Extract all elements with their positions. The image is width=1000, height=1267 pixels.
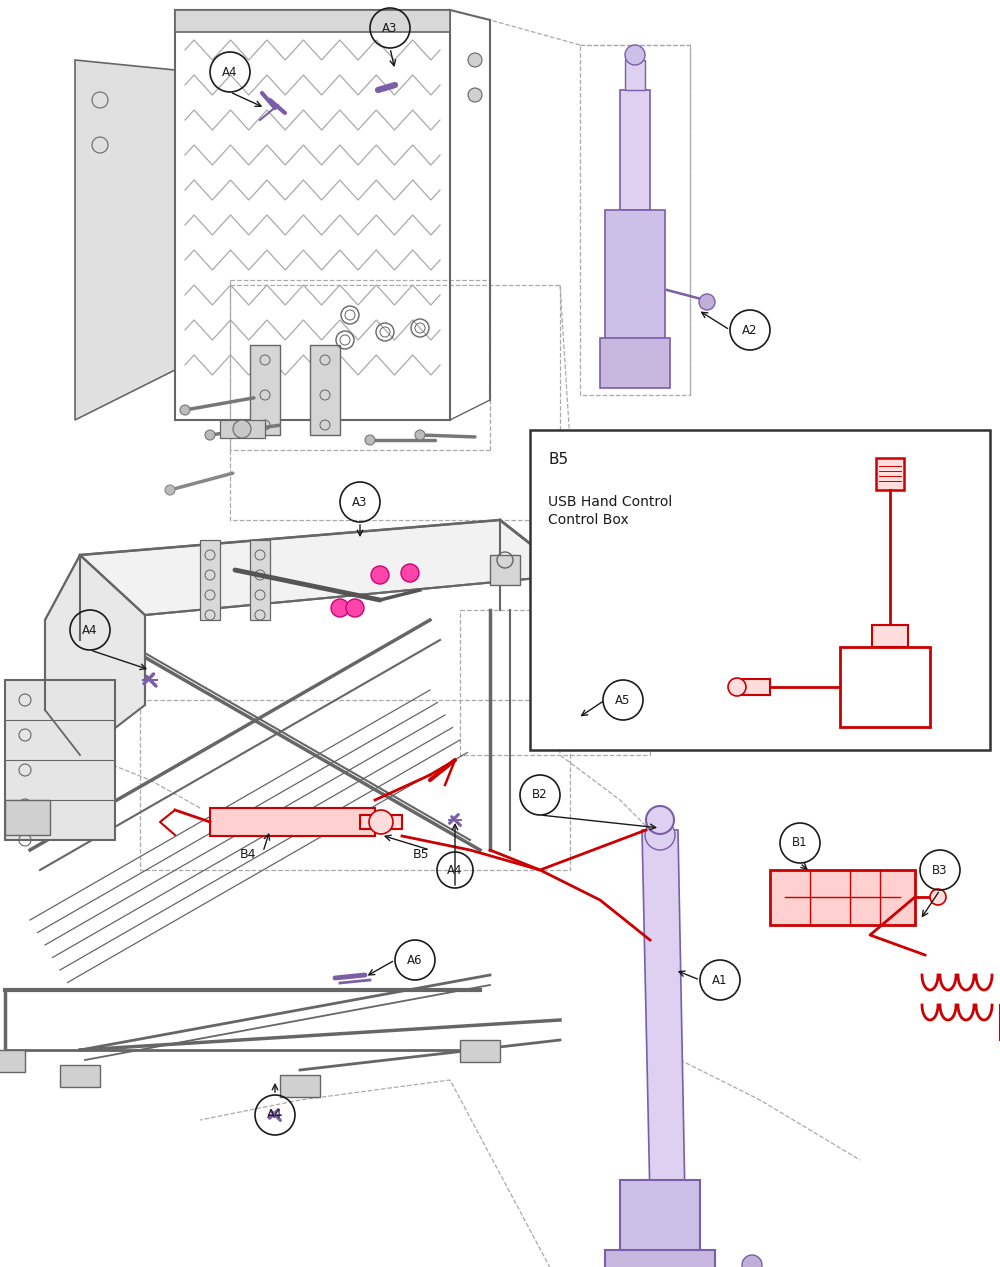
Circle shape xyxy=(415,430,425,440)
FancyBboxPatch shape xyxy=(530,430,990,750)
Bar xyxy=(605,1251,715,1267)
Bar xyxy=(872,625,908,647)
Text: A4: A4 xyxy=(82,623,98,636)
Text: A1: A1 xyxy=(712,973,728,987)
Text: A4: A4 xyxy=(447,864,463,877)
Circle shape xyxy=(930,889,946,905)
Bar xyxy=(600,338,670,388)
Bar xyxy=(280,1074,320,1097)
Circle shape xyxy=(233,419,251,438)
FancyBboxPatch shape xyxy=(310,345,340,435)
Bar xyxy=(605,210,665,340)
Bar xyxy=(460,1040,500,1062)
Text: B5: B5 xyxy=(413,849,430,862)
Polygon shape xyxy=(642,830,685,1200)
Bar xyxy=(770,870,915,925)
Text: B2: B2 xyxy=(532,788,548,802)
Circle shape xyxy=(468,87,482,103)
Text: A6: A6 xyxy=(407,954,423,967)
Bar xyxy=(490,555,520,585)
Circle shape xyxy=(625,46,645,65)
Circle shape xyxy=(165,485,175,495)
Circle shape xyxy=(346,599,364,617)
Bar xyxy=(5,799,50,835)
Bar xyxy=(876,457,904,490)
Bar xyxy=(250,540,270,620)
Circle shape xyxy=(553,546,567,560)
Bar xyxy=(620,1180,700,1256)
Text: B3: B3 xyxy=(932,864,948,877)
Text: A2: A2 xyxy=(742,323,758,337)
Circle shape xyxy=(401,564,419,582)
Bar xyxy=(60,1066,100,1087)
Circle shape xyxy=(331,599,349,617)
Polygon shape xyxy=(75,60,175,419)
Text: A4: A4 xyxy=(222,66,238,79)
Text: A3: A3 xyxy=(382,22,398,34)
Text: A4: A4 xyxy=(267,1109,283,1121)
Polygon shape xyxy=(45,555,145,755)
Bar xyxy=(360,815,402,829)
FancyBboxPatch shape xyxy=(175,10,450,32)
Bar xyxy=(220,419,265,438)
Bar xyxy=(200,540,220,620)
Bar xyxy=(840,647,930,727)
Bar xyxy=(0,1050,25,1072)
Circle shape xyxy=(365,435,375,445)
Polygon shape xyxy=(80,519,570,614)
Text: B1: B1 xyxy=(792,836,808,849)
Circle shape xyxy=(728,678,746,696)
Text: B5: B5 xyxy=(548,452,568,468)
Circle shape xyxy=(205,430,215,440)
Circle shape xyxy=(646,806,674,834)
Circle shape xyxy=(180,405,190,416)
Bar xyxy=(530,552,560,588)
Text: A3: A3 xyxy=(352,495,368,508)
FancyBboxPatch shape xyxy=(250,345,280,435)
Circle shape xyxy=(645,820,675,850)
Circle shape xyxy=(369,810,393,834)
Text: USB Hand Control
Control Box: USB Hand Control Control Box xyxy=(548,495,672,527)
Circle shape xyxy=(538,549,552,563)
Circle shape xyxy=(699,294,715,310)
Circle shape xyxy=(371,566,389,584)
Bar xyxy=(620,90,650,210)
Bar xyxy=(210,808,375,836)
Circle shape xyxy=(468,53,482,67)
FancyBboxPatch shape xyxy=(5,680,115,840)
Bar xyxy=(740,679,770,696)
Text: B4: B4 xyxy=(240,849,256,862)
Circle shape xyxy=(742,1256,762,1267)
Bar xyxy=(625,60,645,90)
Text: A5: A5 xyxy=(615,693,631,707)
